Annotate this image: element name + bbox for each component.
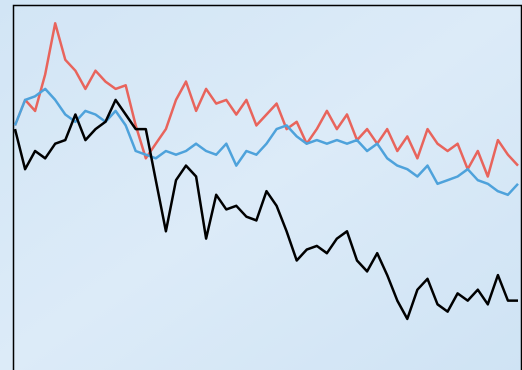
lines (13, 22, 519, 321)
series-line (13, 87, 519, 197)
series-line (13, 22, 519, 178)
series-line (13, 98, 518, 321)
